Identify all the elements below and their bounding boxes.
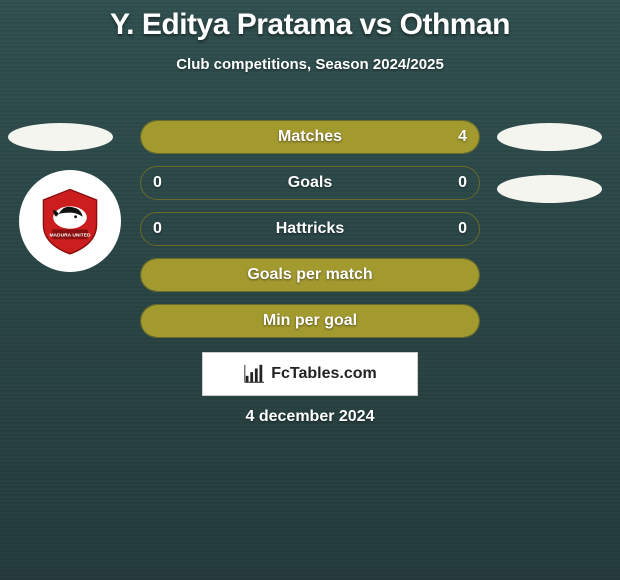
stat-value-left: 0 bbox=[153, 174, 162, 192]
stat-label: Min per goal bbox=[263, 312, 357, 330]
right-placeholder-oval-2 bbox=[497, 175, 602, 203]
footer-date: 4 december 2024 bbox=[0, 408, 620, 426]
badge-emblem-icon: MADURA UNITED bbox=[35, 186, 105, 256]
left-team-badge: MADURA UNITED bbox=[19, 170, 121, 272]
stat-value-right: 0 bbox=[458, 174, 467, 192]
stat-row: 0 Hattricks 0 bbox=[140, 212, 480, 246]
stat-row: Matches 4 bbox=[140, 120, 480, 154]
brand-box: FcTables.com bbox=[202, 352, 418, 396]
stat-row: Min per goal bbox=[140, 304, 480, 338]
stat-label: Matches bbox=[278, 128, 342, 146]
stat-row: 0 Goals 0 bbox=[140, 166, 480, 200]
stat-label: Goals bbox=[288, 174, 332, 192]
stats-rows: Matches 4 0 Goals 0 0 Hattricks 0 Goals per matc… bbox=[140, 120, 480, 350]
right-placeholder-oval-1 bbox=[497, 123, 602, 151]
brand-text: FcTables.com bbox=[271, 365, 377, 383]
stat-value-right: 4 bbox=[458, 128, 467, 146]
stat-label: Hattricks bbox=[276, 220, 344, 238]
bar-chart-icon bbox=[243, 363, 265, 385]
page-title: Y. Editya Pratama vs Othman bbox=[0, 0, 620, 42]
stat-value-left: 0 bbox=[153, 220, 162, 238]
stat-row: Goals per match bbox=[140, 258, 480, 292]
left-placeholder-oval bbox=[8, 123, 113, 151]
stat-label: Goals per match bbox=[247, 266, 372, 284]
svg-text:MADURA UNITED: MADURA UNITED bbox=[49, 232, 91, 238]
page-subtitle: Club competitions, Season 2024/2025 bbox=[0, 56, 620, 73]
stat-value-right: 0 bbox=[458, 220, 467, 238]
